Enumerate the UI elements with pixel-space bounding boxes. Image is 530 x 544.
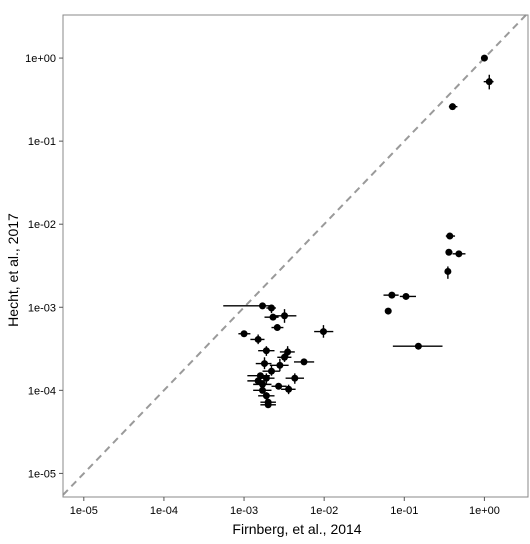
- data-point: [285, 385, 293, 393]
- x-tick-label: 1e-02: [310, 505, 338, 517]
- data-point: [267, 304, 275, 312]
- y-axis-label: Hecht, et al., 2017: [5, 213, 21, 327]
- y-tick-label: 1e-04: [28, 385, 56, 397]
- data-point: [260, 360, 268, 368]
- data-point: [445, 248, 453, 256]
- data-point: [269, 313, 277, 321]
- data-point: [262, 374, 270, 382]
- y-tick-label: 1e-03: [28, 302, 56, 314]
- data-point: [480, 54, 488, 62]
- data-point: [259, 302, 267, 310]
- plot-frame: [62, 14, 529, 498]
- y-tick-label: 1e+00: [25, 53, 56, 65]
- data-point: [384, 307, 392, 315]
- y-tick-label: 1e-05: [28, 468, 56, 480]
- data-point: [259, 380, 267, 388]
- x-tick-label: 1e+00: [469, 505, 500, 517]
- data-point: [281, 312, 289, 320]
- data-point: [300, 358, 308, 366]
- data-point: [240, 330, 248, 338]
- data-point: [276, 361, 284, 369]
- reference-line-y-equals-x: [62, 14, 527, 496]
- y-tick-label: 1e-02: [28, 219, 56, 231]
- data-point: [485, 78, 493, 86]
- data-points: [240, 54, 493, 409]
- y-tick-label: 1e-01: [28, 136, 56, 148]
- data-point: [291, 374, 299, 382]
- x-tick-label: 1e-05: [70, 505, 98, 517]
- data-point: [273, 324, 281, 332]
- data-point: [446, 232, 454, 240]
- x-tick-label: 1e-01: [390, 505, 418, 517]
- data-point: [281, 353, 289, 361]
- y-axis-ticks: 1e-05 1e-04 1e-03 1e-02 1e-01 1e+00: [25, 53, 63, 480]
- data-point: [275, 382, 283, 390]
- data-point: [254, 335, 262, 343]
- data-point: [319, 328, 327, 336]
- data-point: [444, 267, 452, 275]
- data-point: [414, 342, 422, 350]
- data-point: [455, 250, 463, 258]
- data-point: [262, 392, 270, 400]
- reference-line-group: [62, 14, 527, 496]
- data-point: [262, 347, 270, 355]
- x-axis-label: Firnberg, et al., 2014: [232, 521, 361, 537]
- data-point: [388, 291, 396, 299]
- data-point: [267, 367, 275, 375]
- data-point: [449, 103, 457, 111]
- data-point: [264, 401, 272, 409]
- data-point: [284, 348, 292, 356]
- x-tick-label: 1e-04: [150, 505, 178, 517]
- x-tick-label: 1e-03: [230, 505, 258, 517]
- x-axis-ticks: 1e-05 1e-04 1e-03 1e-02 1e-01 1e+00: [70, 497, 500, 517]
- data-point: [259, 386, 267, 394]
- data-point: [402, 292, 410, 300]
